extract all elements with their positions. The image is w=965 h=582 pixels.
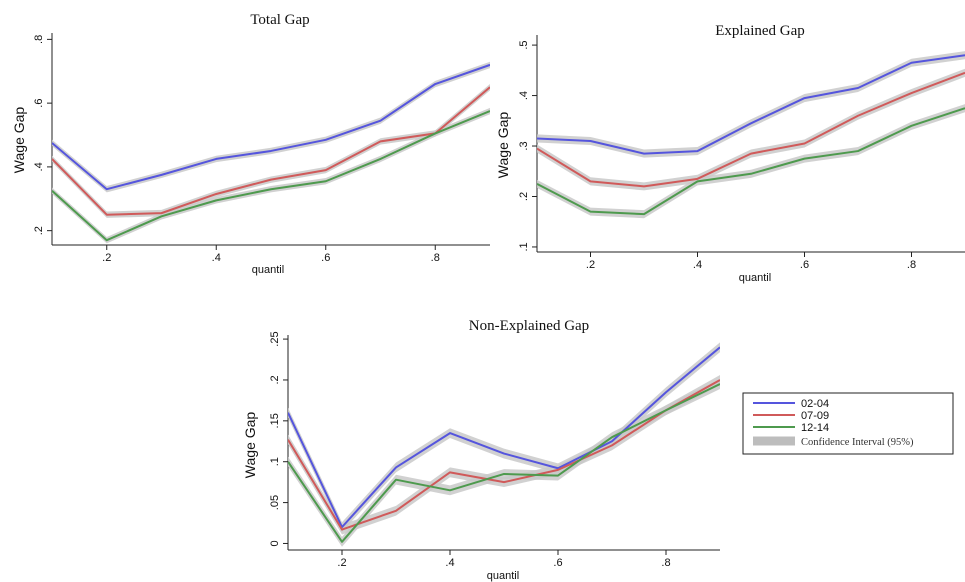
y-axis-label: Wage Gap — [242, 412, 258, 479]
y-tick-label: .15 — [269, 413, 281, 428]
y-tick-label: .3 — [518, 141, 530, 150]
x-tick-label: .8 — [907, 259, 916, 271]
y-tick-label: .1 — [518, 242, 530, 251]
y-tick-label: .2 — [33, 226, 45, 235]
legend-label-12-14: 12-14 — [801, 422, 829, 434]
y-tick-label: .05 — [269, 495, 281, 510]
y-tick-label: .2 — [269, 375, 281, 384]
x-tick-label: .8 — [661, 557, 670, 569]
series-group — [288, 342, 720, 547]
chart-title: Total Gap — [250, 12, 309, 28]
x-axis-label: quantil — [252, 264, 284, 276]
legend: 02-04 07-09 12-14 Confidence Interval (9… — [742, 392, 954, 455]
x-axis-label: quantil — [739, 272, 771, 284]
confidence-band-12-14 — [288, 379, 720, 547]
x-tick-label: .2 — [586, 259, 595, 271]
y-tick-label: .4 — [518, 91, 530, 100]
y-tick-label: .6 — [33, 99, 45, 108]
confidence-band-07-09 — [537, 68, 965, 191]
legend-label-02-04: 02-04 — [801, 398, 829, 410]
x-tick-label: .6 — [321, 252, 330, 264]
plot-area: .2 .4 .6 .8 0 .05 .1 .15 .2 .25 — [269, 331, 720, 569]
series-line-02-04 — [52, 63, 490, 191]
confidence-band-02-04 — [288, 342, 720, 533]
series-line-07-09 — [288, 379, 720, 531]
confidence-band-12-14 — [52, 107, 490, 244]
series-line-02-04 — [537, 54, 965, 155]
series-line-07-09 — [52, 86, 490, 216]
y-axis-label: Wage Gap — [11, 107, 27, 174]
series-line-12-14 — [288, 383, 720, 543]
legend-label-confidence-interval: Confidence Interval (95%) — [801, 437, 914, 448]
y-tick-label: .5 — [518, 40, 530, 49]
series-line-12-14 — [537, 107, 965, 216]
y-tick-label: .8 — [33, 35, 45, 44]
x-tick-label: .4 — [693, 259, 702, 271]
y-tick-label: .4 — [33, 162, 45, 171]
x-axis-label: quantil — [487, 570, 519, 582]
series-group — [537, 51, 965, 219]
plot-area: .2 .4 .6 .8 .1 .2 .3 .4 .5 — [518, 35, 965, 271]
y-tick-label: 0 — [269, 540, 281, 546]
legend-label-07-09: 07-09 — [801, 410, 829, 422]
x-tick-label: .6 — [800, 259, 809, 271]
panel-explained-gap: Explained Gap Wage Gap quantil .2 .4 .6 .8.… — [495, 23, 965, 284]
y-tick-label: .1 — [269, 457, 281, 466]
y-tick-label: .2 — [518, 192, 530, 201]
x-tick-label: .2 — [337, 557, 346, 569]
x-tick-label: .4 — [445, 557, 454, 569]
series-line-12-14 — [52, 110, 490, 242]
series-line-07-09 — [537, 71, 965, 188]
x-tick-label: .4 — [212, 252, 221, 264]
chart-title: Explained Gap — [715, 23, 805, 39]
plot-area: .2 .4 .6 .8 .2 .4 .6 .8 — [33, 33, 490, 264]
panel-total-gap: Total Gap Wage Gap quantil .2 .4 .6 .8 .2 .4.… — [11, 12, 490, 276]
series-line-02-04 — [288, 346, 720, 529]
x-tick-label: .6 — [553, 557, 562, 569]
y-axis-label: Wage Gap — [495, 112, 511, 179]
y-tick-label: .25 — [269, 331, 281, 346]
confidence-band-02-04 — [52, 61, 490, 193]
chart-title: Non-Explained Gap — [469, 318, 589, 334]
x-tick-label: .8 — [431, 252, 440, 264]
panel-non-explained-gap: Non-Explained Gap Wage Gap quantil .2 .4.… — [242, 318, 720, 582]
series-group — [52, 61, 490, 244]
x-tick-label: .2 — [102, 252, 111, 264]
